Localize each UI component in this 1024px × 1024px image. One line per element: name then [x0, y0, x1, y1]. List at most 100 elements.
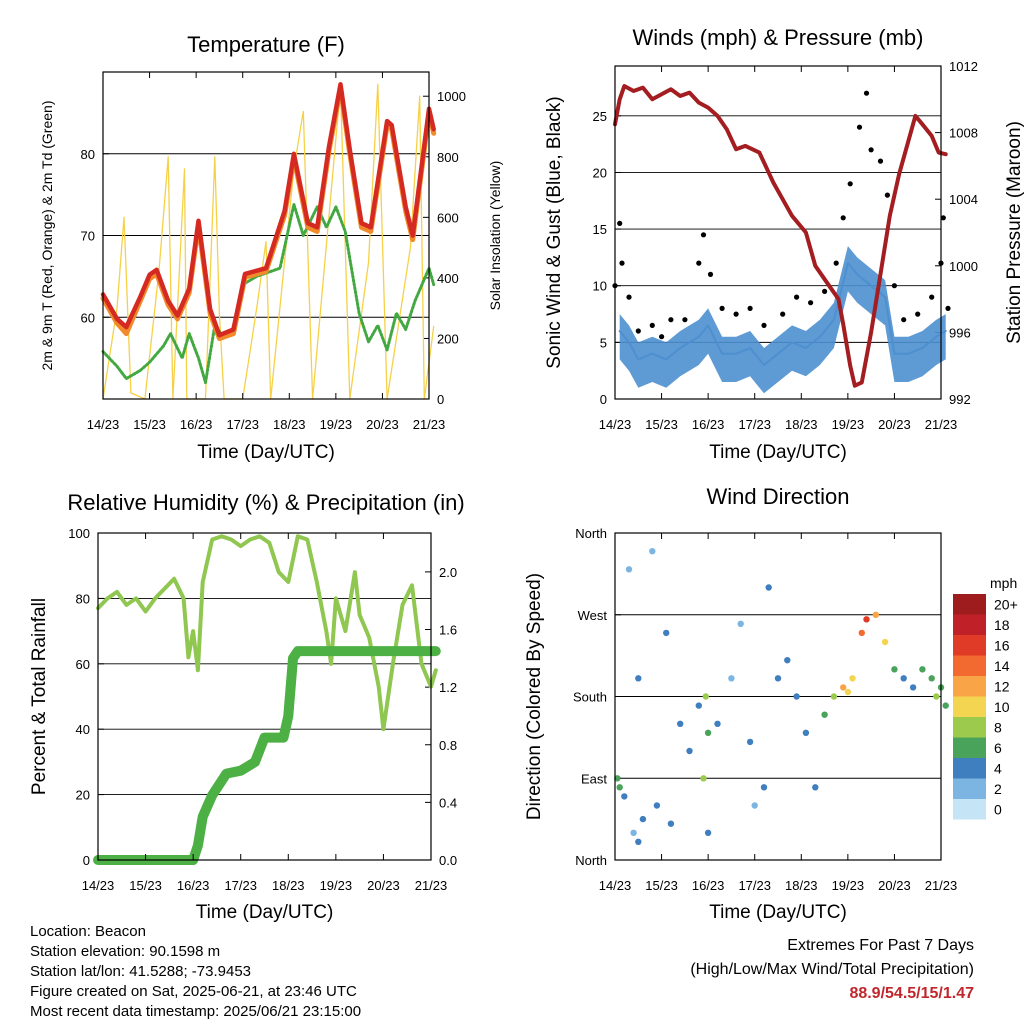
wind-ylabel: Sonic Wind & Gust (Blue, Black)	[544, 96, 565, 368]
gust-point	[884, 192, 891, 198]
gust-point	[794, 294, 800, 300]
temp-ylabel: 2m & 9m T (Red, Orange) & 2m Td (Green)	[39, 101, 55, 371]
extremes-value: 88.9/54.5/15/1.47	[849, 985, 974, 1002]
direction-point	[653, 802, 661, 809]
dir-ytick-label: North	[575, 853, 607, 868]
direction-point	[667, 820, 675, 827]
direction-point	[625, 566, 633, 573]
direction-point	[686, 747, 693, 755]
direction-point	[812, 784, 819, 791]
rh-xtick-label: 18/23	[272, 878, 305, 893]
legend-swatch	[953, 799, 986, 820]
wind-ytick-label: 5	[600, 335, 607, 350]
latlon-text: Station lat/lon: 41.5288; -73.9453	[30, 963, 252, 980]
dir-xlabel: Time (Day/UTC)	[709, 902, 847, 923]
direction-point	[746, 738, 754, 746]
wind-ytick-right-label: 992	[949, 392, 971, 407]
rh-xtick-label: 15/23	[129, 878, 162, 893]
direction-point	[774, 675, 782, 682]
gust-point	[891, 283, 898, 289]
wind-ytick-right-label: 1000	[949, 259, 978, 274]
gust-point	[649, 322, 655, 328]
legend-label: 8	[994, 719, 1002, 735]
rh-ytick-right-label: 2.0	[439, 565, 457, 580]
legend-swatch	[953, 717, 986, 738]
direction-point	[900, 675, 907, 682]
rh-xtick-label: 19/23	[320, 878, 353, 893]
rh-xtick-label: 17/23	[224, 878, 257, 893]
dir-ytick-label: North	[575, 526, 607, 541]
rh-ytick-label: 40	[76, 722, 90, 737]
direction-point	[802, 729, 810, 736]
gust-point	[808, 300, 814, 306]
dir-title: Wind Direction	[706, 484, 849, 509]
temp-xtick-label: 17/23	[226, 417, 259, 432]
legend-swatch	[953, 614, 986, 635]
temp-xlabel: Time (Day/UTC)	[197, 442, 335, 463]
wind-xtick-label: 21/23	[925, 417, 958, 432]
legend-swatch	[953, 676, 986, 697]
rh-xtick-label: 21/23	[415, 878, 448, 893]
direction-point	[663, 629, 670, 637]
rh-ytick-label: 80	[76, 591, 90, 606]
gust-point	[877, 158, 884, 164]
gust-point	[863, 90, 870, 96]
gust-point	[659, 334, 665, 340]
direction-point	[928, 675, 935, 682]
legend-swatch	[953, 655, 986, 676]
wind-ytick-right-label: 1004	[949, 192, 978, 207]
rh-ylabel: Percent & Total Rainfall	[29, 598, 50, 795]
temp-ytick-label: 70	[81, 229, 95, 244]
gust-point	[696, 260, 702, 266]
temp-ytick-label: 80	[81, 147, 95, 162]
gust-point	[945, 305, 951, 311]
dir-xtick-label: 20/23	[878, 878, 911, 893]
direction-point	[639, 815, 647, 823]
gust-point	[707, 271, 714, 277]
wind-xtick-label: 14/23	[599, 417, 632, 432]
legend-label: 18	[994, 617, 1010, 633]
gust-point	[635, 328, 641, 334]
temp-ytick-right-label: 400	[437, 271, 459, 286]
rh-title: Relative Humidity (%) & Precipitation (i…	[67, 490, 464, 515]
direction-point	[614, 775, 621, 782]
dir-ytick-label: East	[581, 771, 607, 786]
temp-xtick-label: 16/23	[180, 417, 213, 432]
solar-insolation-line	[102, 83, 435, 400]
dir-xtick-label: 17/23	[738, 878, 771, 893]
temp-xtick-label: 21/23	[413, 417, 446, 432]
gust-point	[719, 305, 725, 311]
direction-point	[704, 829, 712, 836]
legend-swatch	[953, 635, 986, 656]
wind-ylabel-right: Station Pressure (Maroon)	[1004, 121, 1024, 344]
rh-ytick-right-label: 0.8	[439, 738, 457, 753]
gust-point	[761, 322, 767, 328]
temp-ytick-right-label: 0	[437, 392, 444, 407]
rh-ytick-label: 20	[76, 788, 90, 803]
direction-point	[821, 711, 828, 718]
direction-point	[872, 611, 879, 618]
wind-xtick-label: 20/23	[878, 417, 911, 432]
direction-point	[677, 720, 684, 727]
elevation-text: Station elevation: 90.1598 m	[30, 943, 221, 960]
rh-xlabel: Time (Day/UTC)	[196, 902, 334, 923]
temp-ytick-right-label: 600	[437, 210, 459, 225]
direction-point	[700, 775, 707, 782]
wind-xtick-label: 16/23	[692, 417, 725, 432]
dir-xtick-label: 21/23	[925, 878, 958, 893]
dir-xtick-label: 14/23	[599, 878, 632, 893]
wind-ytick-right-label: 996	[949, 325, 971, 340]
direction-point	[649, 548, 656, 555]
gust-point	[780, 311, 786, 317]
direction-point	[942, 702, 949, 709]
wind-ytick-right-label: 1012	[949, 59, 978, 74]
legend-swatch	[953, 594, 986, 615]
wind-xtick-label: 18/23	[785, 417, 818, 432]
temp-ytick-label: 60	[81, 310, 95, 325]
relative-humidity-line	[96, 534, 438, 732]
gust-point	[847, 181, 853, 187]
rh-ytick-label: 100	[68, 526, 90, 541]
legend-label: 2	[994, 781, 1002, 797]
legend-label: 12	[994, 678, 1010, 694]
gust-point	[940, 215, 946, 221]
